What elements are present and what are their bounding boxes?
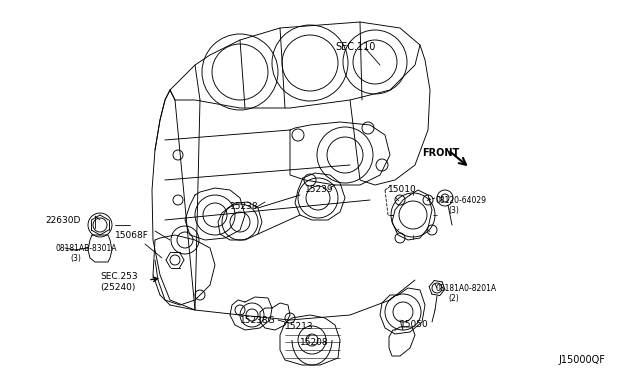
Text: 08181AB-8301A: 08181AB-8301A bbox=[55, 244, 116, 253]
Text: 15208: 15208 bbox=[300, 338, 328, 347]
Text: 15068F: 15068F bbox=[115, 231, 149, 240]
Text: (3): (3) bbox=[448, 206, 459, 215]
Text: 15213: 15213 bbox=[285, 322, 314, 331]
Text: 15238: 15238 bbox=[230, 202, 259, 211]
Text: (3): (3) bbox=[70, 254, 81, 263]
Text: FRONT: FRONT bbox=[422, 148, 460, 158]
Text: SEC.253: SEC.253 bbox=[100, 272, 138, 281]
Text: (2): (2) bbox=[448, 294, 459, 303]
Text: SEC.110: SEC.110 bbox=[335, 42, 376, 52]
Text: (25240): (25240) bbox=[100, 283, 136, 292]
Text: 22630D: 22630D bbox=[45, 216, 81, 225]
Text: 15010: 15010 bbox=[388, 185, 417, 194]
Text: 15239: 15239 bbox=[305, 185, 333, 194]
Text: 15050: 15050 bbox=[400, 320, 429, 329]
Text: 08120-64029: 08120-64029 bbox=[436, 196, 487, 205]
Text: 15238G: 15238G bbox=[240, 316, 276, 325]
Text: J15000QF: J15000QF bbox=[558, 355, 605, 365]
Text: 08181A0-8201A: 08181A0-8201A bbox=[436, 284, 497, 293]
